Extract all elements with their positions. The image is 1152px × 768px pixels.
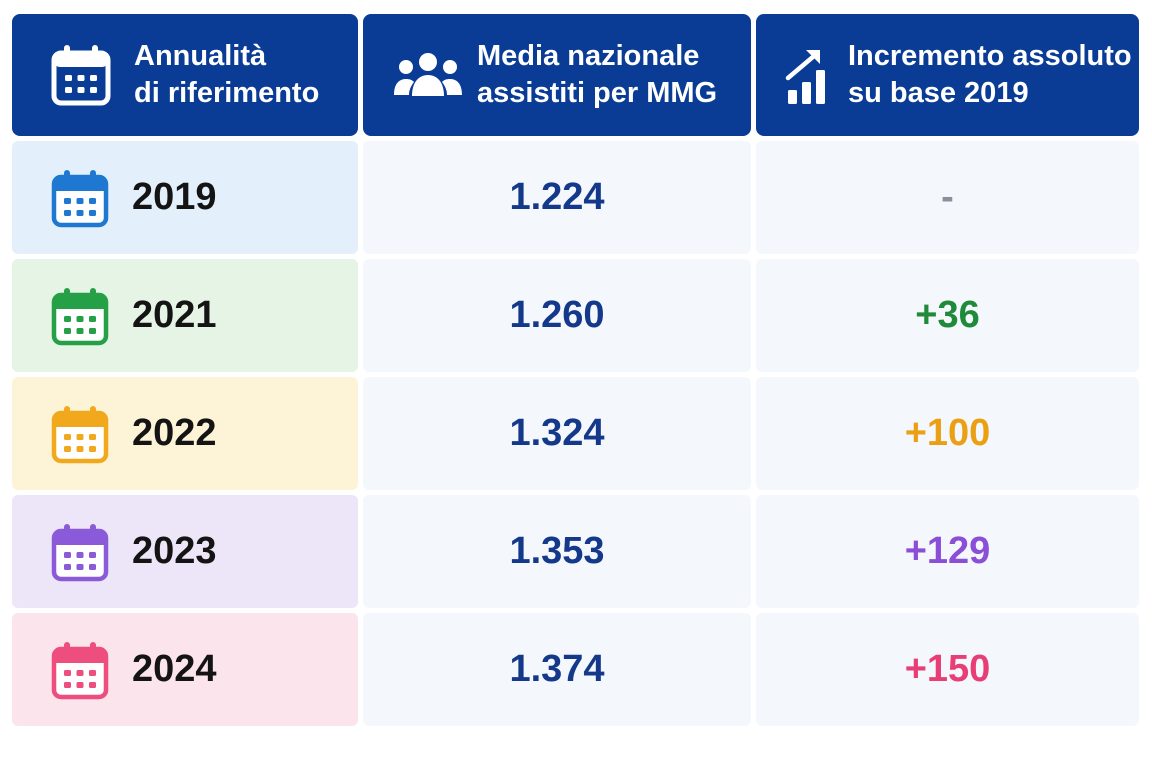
data-table: Annualità di riferimento Media nazionale…: [12, 14, 1139, 726]
header-incremento-line2: su base 2019: [848, 77, 1029, 109]
year-label: 2023: [132, 530, 217, 572]
media-value: 1.353: [363, 495, 751, 608]
year-label: 2024: [132, 648, 217, 690]
media-value: 1.324: [363, 377, 751, 490]
media-value: 1.224: [363, 141, 751, 254]
calendar-icon: [50, 640, 110, 700]
incremento-value: +36: [756, 259, 1139, 372]
year-label: 2019: [132, 176, 217, 218]
users-icon: [393, 50, 463, 100]
year-label: 2021: [132, 294, 217, 336]
year-cell: 2023: [12, 495, 358, 608]
incremento-value: -: [756, 141, 1139, 254]
header-annualita-line2: di riferimento: [134, 77, 320, 109]
calendar-icon: [50, 522, 110, 582]
incremento-value: +129: [756, 495, 1139, 608]
year-label: 2022: [132, 412, 217, 454]
incremento-value: +100: [756, 377, 1139, 490]
header-media-line1: Media nazionale: [477, 40, 700, 72]
media-value: 1.260: [363, 259, 751, 372]
header-media-line2: assistiti per MMG: [477, 77, 718, 109]
header-media-label: Media nazionale assistiti per MMG: [477, 38, 717, 112]
header-incremento-line1: Incremento assoluto: [848, 40, 1132, 72]
year-cell: 2022: [12, 377, 358, 490]
calendar-icon: [50, 286, 110, 346]
header-media: Media nazionale assistiti per MMG: [363, 14, 751, 136]
year-cell: 2021: [12, 259, 358, 372]
year-cell: 2024: [12, 613, 358, 726]
growth-chart-icon: [782, 44, 838, 106]
calendar-icon: [50, 404, 110, 464]
header-incremento: Incremento assoluto su base 2019: [756, 14, 1139, 136]
year-cell: 2019: [12, 141, 358, 254]
header-incremento-label: Incremento assoluto su base 2019: [848, 38, 1132, 112]
calendar-icon: [50, 43, 112, 107]
incremento-value: +150: [756, 613, 1139, 726]
calendar-icon: [50, 168, 110, 228]
media-value: 1.374: [363, 613, 751, 726]
header-annualita-label: Annualità di riferimento: [134, 38, 319, 112]
header-annualita-line1: Annualità: [134, 40, 267, 72]
header-annualita: Annualità di riferimento: [12, 14, 358, 136]
